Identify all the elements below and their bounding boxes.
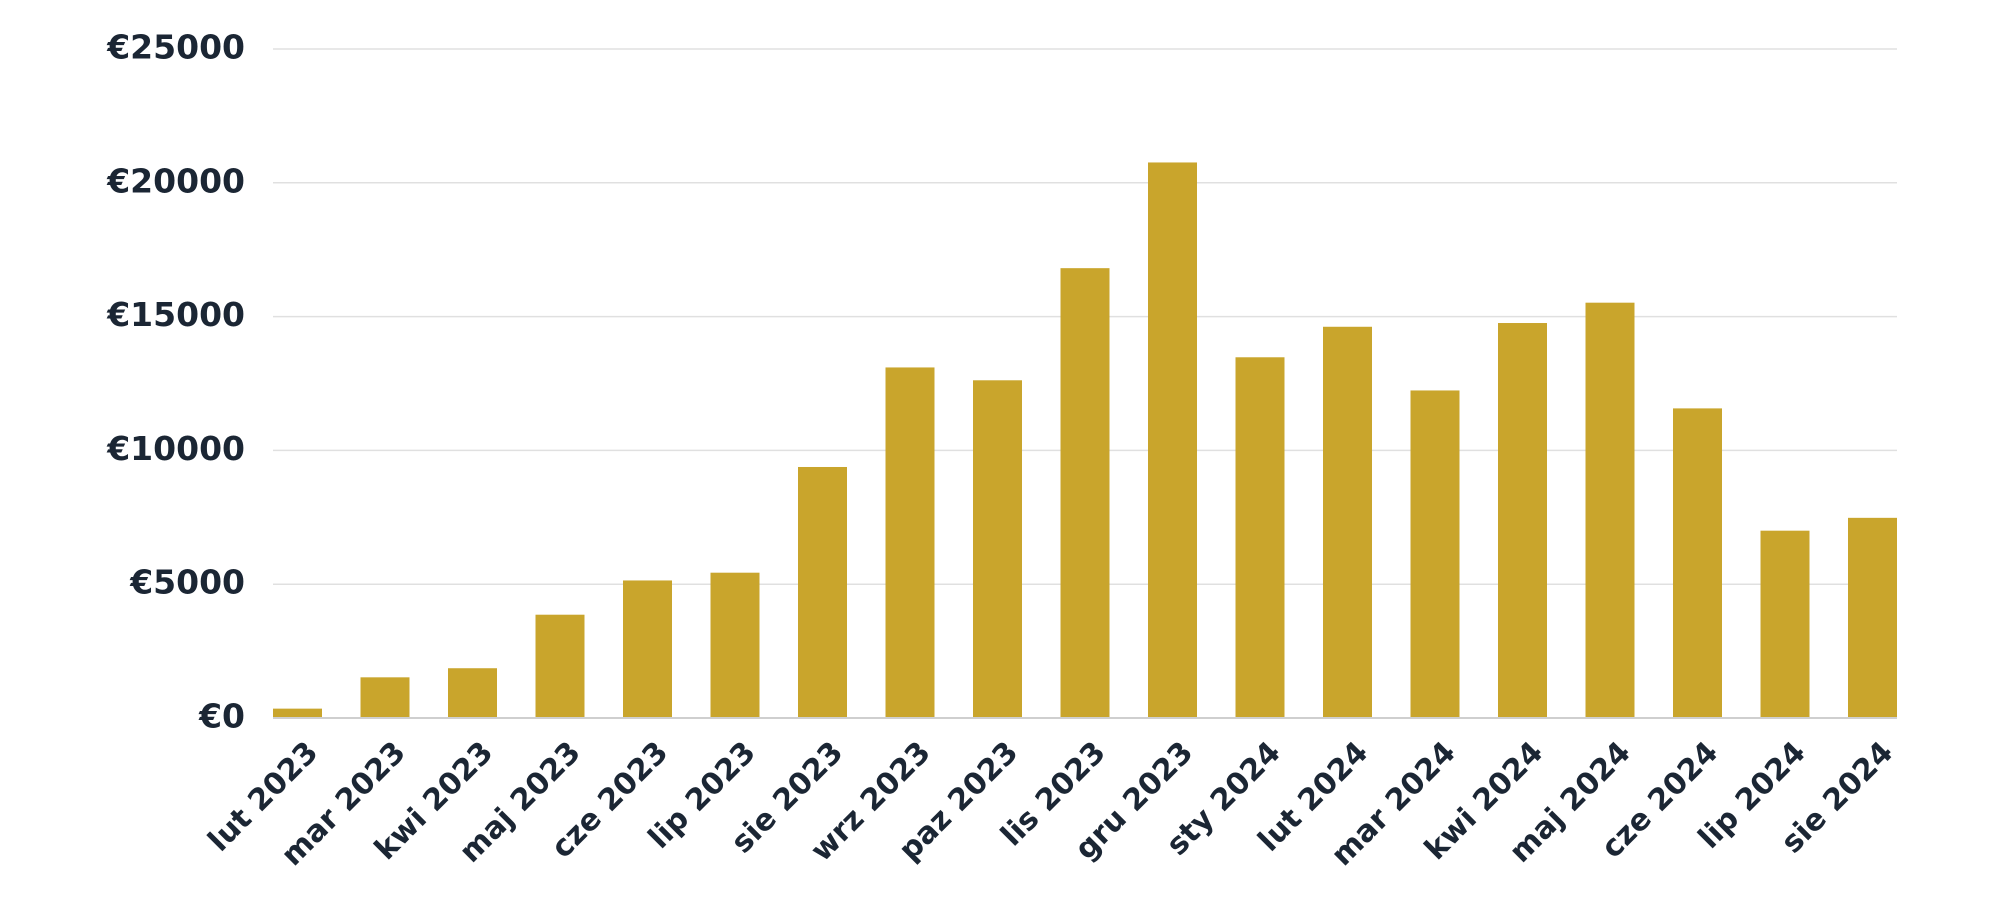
bar — [623, 580, 672, 718]
y-tick-label: €15000 — [106, 295, 245, 334]
y-tick-label: €10000 — [106, 429, 245, 468]
bar — [710, 572, 760, 718]
y-tick-label: €20000 — [106, 161, 245, 200]
bar — [535, 614, 585, 718]
bar — [360, 677, 410, 718]
bar — [1760, 530, 1810, 718]
bar — [1498, 323, 1547, 718]
bar — [1410, 390, 1460, 718]
bar — [1673, 408, 1722, 718]
bar — [1148, 162, 1197, 718]
bar — [1060, 268, 1110, 718]
bar — [1323, 326, 1372, 718]
y-tick-label: €0 — [198, 697, 245, 736]
bar — [273, 708, 322, 718]
y-tick-label: €25000 — [106, 28, 245, 67]
bar — [448, 668, 497, 718]
bar — [1235, 357, 1285, 718]
bar — [973, 380, 1022, 718]
y-tick-label: €5000 — [129, 563, 245, 602]
bar — [798, 466, 847, 718]
bar — [1848, 517, 1897, 718]
bar — [1585, 302, 1635, 718]
bar — [885, 367, 935, 718]
